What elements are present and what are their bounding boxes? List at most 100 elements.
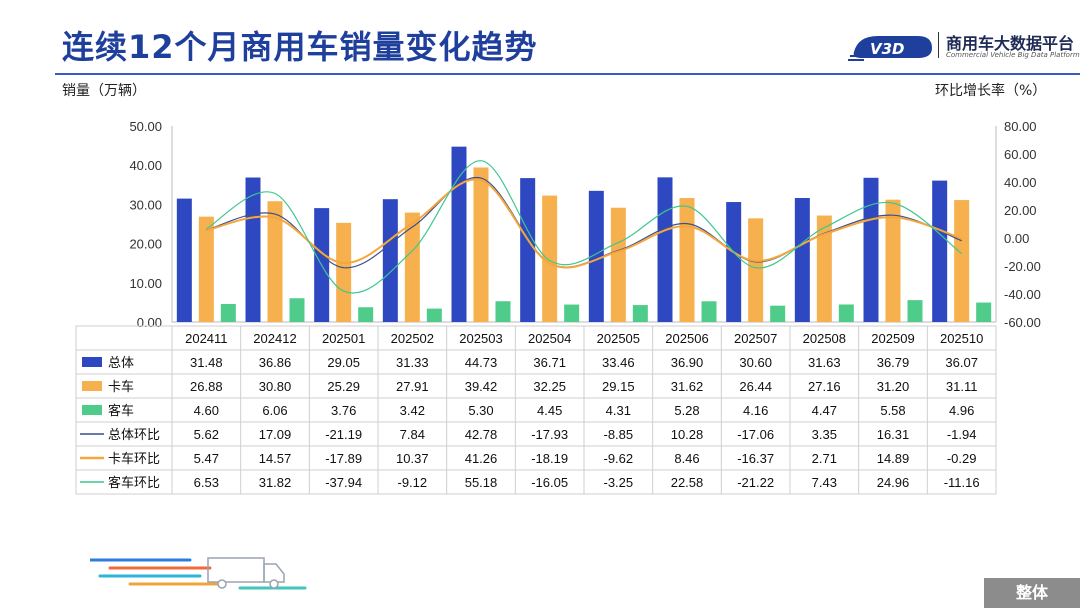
table-row-label: 客车 [108,403,134,419]
table-cell: 10.37 [396,451,429,466]
table-cell: 4.31 [606,403,631,418]
bar-总体 [794,198,810,322]
logo-subtitle: Commercial Vehicle Big Data Platform [946,51,1080,59]
logo-name: 商用车大数据平台 [946,34,1075,53]
table-row-label: 总体环比 [108,428,160,443]
table-cell: -18.19 [531,451,568,466]
bar-卡车 [336,222,352,322]
bar-客车 [838,304,854,322]
bar-卡车 [267,201,283,322]
category-label: 202504 [528,331,571,346]
bar-卡车 [679,198,695,322]
v3d-logo-icon: V3D [848,36,932,61]
bar-卡车 [954,200,970,322]
table-cell: 31.63 [808,355,841,370]
footer-tab-overall[interactable]: 整体 [984,578,1080,608]
table-cell: 31.33 [396,355,429,370]
table-cell: -21.22 [737,475,774,490]
bar-总体 [451,146,467,322]
table-cell: -0.29 [947,451,977,466]
left-tick-label: 10.00 [129,276,162,291]
table-cell: -8.85 [604,427,634,442]
right-axis-label: 环比增长率（%） [935,83,1047,99]
table-cell: 5.28 [674,403,699,418]
bar-客车 [770,305,786,322]
bar-客车 [907,300,923,322]
table-cell: 5.62 [194,427,219,442]
table-cell: 32.25 [533,379,566,394]
category-label: 202507 [734,331,777,346]
bar-卡车 [198,216,214,322]
bar-卡车 [404,212,420,322]
table-cell: 29.15 [602,379,635,394]
table-cell: 31.20 [877,379,910,394]
bar-客车 [976,302,992,322]
table-cell: 26.44 [739,379,772,394]
table-cell: 24.96 [877,475,910,490]
page-title: 连续12个月商用车销量变化趋势 [62,28,538,66]
table-cell: 36.86 [259,355,292,370]
category-label: 202501 [322,331,365,346]
table-cell: 36.71 [533,355,566,370]
table-cell: 27.16 [808,379,841,394]
right-tick-label: -40.00 [1004,287,1041,302]
right-tick-label: -60.00 [1004,315,1041,330]
table-cell: 22.58 [671,475,704,490]
table-cell: 16.31 [877,427,910,442]
category-label: 202506 [665,331,708,346]
title-divider [55,73,1080,75]
table-cell: 25.29 [327,379,360,394]
table-cell: 3.42 [400,403,425,418]
table-cell: 14.89 [877,451,910,466]
right-tick-label: 80.00 [1004,119,1037,134]
table-cell: 4.60 [194,403,219,418]
table-cell: -37.94 [325,475,362,490]
bar-卡车 [610,207,626,322]
bar-客车 [289,298,305,322]
table-cell: 4.96 [949,403,974,418]
bar-客车 [701,301,717,322]
left-tick-label: 20.00 [129,237,162,252]
table-cell: 6.53 [194,475,219,490]
table-cell: -9.62 [604,451,634,466]
table-cell: -17.06 [737,427,774,442]
bar-总体 [382,199,398,322]
table-cell: 33.46 [602,355,635,370]
table-cell: -16.37 [737,451,774,466]
bar-客车 [632,305,648,322]
table-cell: -9.12 [398,475,428,490]
logo-mark: V3D [870,40,905,58]
table-cell: 44.73 [465,355,498,370]
category-label: 202509 [871,331,914,346]
table-cell: 31.82 [259,475,292,490]
table-cell: 31.11 [946,379,978,394]
table-cell: -3.25 [604,475,634,490]
bar-客车 [220,303,236,322]
right-tick-label: 0.00 [1004,231,1029,246]
bar-总体 [657,177,673,322]
table-cell: 55.18 [465,475,498,490]
table-cell: -21.19 [325,427,362,442]
table-cell: 10.28 [671,427,704,442]
table-row-label: 卡车 [108,379,134,395]
category-label: 202412 [253,331,296,346]
table-cell: 17.09 [259,427,292,442]
table-cell: 31.48 [190,355,223,370]
table-cell: 30.60 [739,355,772,370]
truck-decoration-icon [90,557,307,590]
category-label: 202505 [597,331,640,346]
right-tick-label: 40.00 [1004,175,1037,190]
bar-总体 [176,198,192,322]
table-cell: 7.84 [400,427,425,442]
bar-客车 [358,307,374,322]
bar-客车 [564,304,580,322]
right-tick-label: 60.00 [1004,147,1037,162]
table-cell: 8.46 [674,451,699,466]
table-cell: 30.80 [259,379,292,394]
left-tick-label: 30.00 [129,197,162,212]
left-tick-label: 50.00 [129,119,162,134]
table-row-label: 客车环比 [108,475,160,491]
table-row-label: 卡车环比 [108,451,160,467]
table-cell: 2.71 [812,451,837,466]
